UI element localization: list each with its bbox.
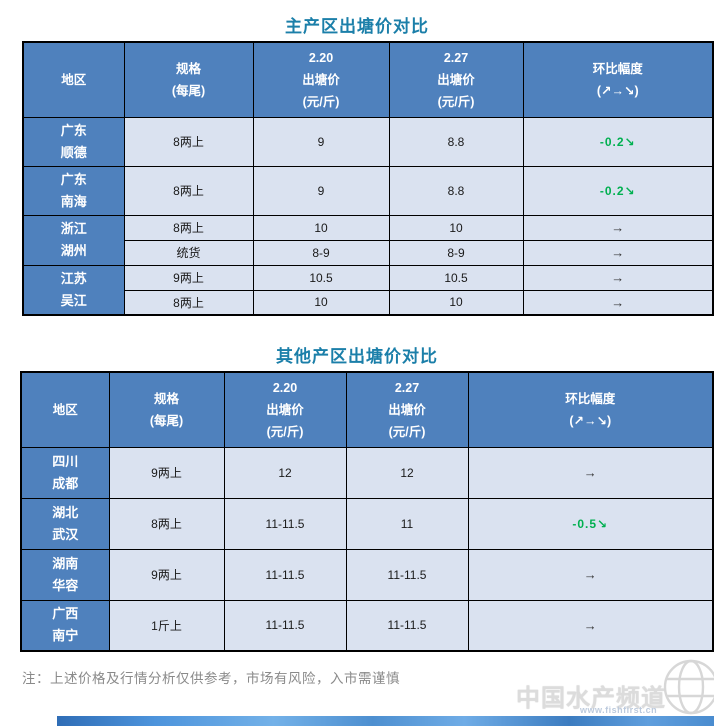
price-0227-cell: 8.8 bbox=[388, 165, 524, 216]
change-cell: → bbox=[522, 239, 714, 266]
header-region: 地区 bbox=[20, 371, 110, 448]
price-0227-cell: 12 bbox=[345, 446, 469, 499]
region-cell: 江苏 吴江 bbox=[22, 264, 125, 316]
price-0220-cell: 10 bbox=[252, 214, 390, 241]
region-name-line: 广西 bbox=[52, 606, 79, 622]
header-region: 地区 bbox=[22, 41, 125, 118]
price-0227-cell: 10 bbox=[388, 289, 524, 316]
region-cell: 广西 南宁 bbox=[20, 599, 110, 652]
change-cell: → bbox=[522, 214, 714, 241]
region-name-line: 顺德 bbox=[60, 144, 87, 160]
table-row: 广东 南海 8两上 9 8.8 -0.2↘ bbox=[22, 165, 714, 216]
spec-cell: 1斤上 bbox=[108, 599, 225, 652]
region-name-line: 湖州 bbox=[60, 243, 87, 258]
header-change: 环比幅度 (↗→↘) bbox=[467, 371, 714, 448]
price-0227-cell: 10.5 bbox=[388, 264, 524, 291]
spec-cell: 9两上 bbox=[108, 446, 225, 499]
price-0227-cell: 11-11.5 bbox=[345, 599, 469, 652]
region-name-line: 南海 bbox=[60, 193, 87, 209]
price-0220-cell: 11-11.5 bbox=[223, 599, 347, 652]
region-name-line: 广东 bbox=[60, 171, 87, 187]
region-cell: 浙江 湖州 bbox=[22, 214, 125, 266]
price-0220-cell: 12 bbox=[223, 446, 347, 499]
table-row: 8两上 10 10 → bbox=[23, 289, 714, 316]
region-name-line: 华容 bbox=[52, 577, 79, 593]
region-name-line: 湖南 bbox=[52, 555, 79, 571]
region-cell: 四川 成都 bbox=[20, 446, 110, 499]
change-cell: → bbox=[467, 446, 714, 499]
watermark-logo: 中国水产频道 www.fishfirst.cn bbox=[514, 658, 714, 720]
table2-title: 其他产区出塘价对比 bbox=[276, 347, 438, 366]
region-name-line: 武汉 bbox=[52, 526, 79, 542]
header-price-0220: 2.20 出塘价 (元/斤) bbox=[252, 41, 390, 118]
header-price-0220: 2.20 出塘价 (元/斤) bbox=[223, 371, 347, 448]
region-name-line: 湖北 bbox=[52, 504, 79, 520]
price-0227-cell: 11 bbox=[345, 497, 469, 550]
globe-icon bbox=[663, 659, 714, 715]
price-0220-cell: 8-9 bbox=[252, 239, 390, 266]
main-region-price-table: 地区 规格 (每尾) 2.20 出塘价 (元/斤) 2.27 出塘价 (元/斤) bbox=[22, 41, 714, 316]
table-row: 统货 8-9 8-9 → bbox=[23, 239, 714, 266]
disclaimer-note: 注：上述价格及行情分析仅供参考，市场有风险，入市需谨慎 bbox=[22, 671, 400, 686]
table1-header-row: 地区 规格 (每尾) 2.20 出塘价 (元/斤) 2.27 出塘价 (元/斤) bbox=[22, 41, 714, 118]
price-0220-cell: 11-11.5 bbox=[223, 548, 347, 601]
spec-cell: 8两上 bbox=[123, 214, 254, 241]
price-0227-cell: 10 bbox=[388, 214, 524, 241]
price-0220-cell: 10 bbox=[252, 289, 390, 316]
table1-title: 主产区出塘价对比 bbox=[285, 17, 429, 36]
change-cell: → bbox=[522, 264, 714, 291]
header-price-0227: 2.27 出塘价 (元/斤) bbox=[388, 41, 524, 118]
region-cell: 湖南 华容 bbox=[20, 548, 110, 601]
region-name-line: 江苏 bbox=[60, 270, 87, 286]
header-spec: 规格 (每尾) bbox=[108, 371, 225, 448]
spec-cell: 8两上 bbox=[123, 116, 254, 167]
region-name-line: 四川 bbox=[52, 453, 79, 469]
change-cell: -0.2↘ bbox=[522, 165, 714, 216]
bottom-banner-strip bbox=[57, 716, 714, 726]
change-cell: → bbox=[522, 289, 714, 316]
price-0220-cell: 9 bbox=[252, 116, 390, 167]
spec-cell: 统货 bbox=[123, 239, 254, 266]
region-cell: 广东 南海 bbox=[22, 165, 125, 216]
region-name-line: 广东 bbox=[60, 122, 87, 138]
price-0220-cell: 10.5 bbox=[252, 264, 390, 291]
change-cell: → bbox=[467, 599, 714, 652]
table-row: 广西 南宁 1斤上 11-11.5 11-11.5 → bbox=[20, 599, 714, 652]
logo-text: 中国水产频道 bbox=[516, 685, 666, 712]
change-cell: -0.5↘ bbox=[467, 497, 714, 550]
header-region-label: 地区 bbox=[61, 72, 87, 87]
spec-cell: 8两上 bbox=[108, 497, 225, 550]
table-row: 江苏 吴江 9两上 10.5 10.5 → bbox=[22, 264, 714, 316]
header-price-0227: 2.27 出塘价 (元/斤) bbox=[345, 371, 469, 448]
table-row: 四川 成都 9两上 12 12 → bbox=[20, 446, 714, 499]
price-0220-cell: 11-11.5 bbox=[223, 497, 347, 550]
region-cell: 广东 顺德 bbox=[22, 116, 125, 167]
other-region-price-table: 地区 规格 (每尾) 2.20 出塘价 (元/斤) 2.27 出塘价 (元/斤) bbox=[20, 371, 714, 652]
region-name-line: 成都 bbox=[52, 475, 79, 491]
price-0227-cell: 8-9 bbox=[388, 239, 524, 266]
spec-cell: 9两上 bbox=[123, 264, 254, 291]
region-name-line: 吴江 bbox=[60, 292, 87, 308]
spec-cell: 9两上 bbox=[108, 548, 225, 601]
header-change: 环比幅度 (↗→↘) bbox=[522, 41, 714, 118]
region-name-line: 南宁 bbox=[52, 628, 79, 644]
table-row: 浙江 湖州 8两上 10 10 → bbox=[22, 214, 714, 266]
table2-header-row: 地区 规格 (每尾) 2.20 出塘价 (元/斤) 2.27 出塘价 (元/斤) bbox=[20, 371, 714, 448]
price-0227-cell: 8.8 bbox=[388, 116, 524, 167]
spec-cell: 8两上 bbox=[123, 289, 254, 316]
price-0220-cell: 9 bbox=[252, 165, 390, 216]
spec-cell: 8两上 bbox=[123, 165, 254, 216]
change-cell: → bbox=[467, 548, 714, 601]
table-row: 湖南 华容 9两上 11-11.5 11-11.5 → bbox=[20, 548, 714, 601]
change-cell: -0.2↘ bbox=[522, 116, 714, 167]
region-name-line: 浙江 bbox=[60, 221, 87, 236]
table-row: 广东 顺德 8两上 9 8.8 -0.2↘ bbox=[22, 116, 714, 167]
table-row: 湖北 武汉 8两上 11-11.5 11 -0.5↘ bbox=[20, 497, 714, 550]
price-0227-cell: 11-11.5 bbox=[345, 548, 469, 601]
logo-url: www.fishfirst.cn bbox=[580, 705, 658, 715]
header-spec: 规格 (每尾) bbox=[123, 41, 254, 118]
region-cell: 湖北 武汉 bbox=[20, 497, 110, 550]
